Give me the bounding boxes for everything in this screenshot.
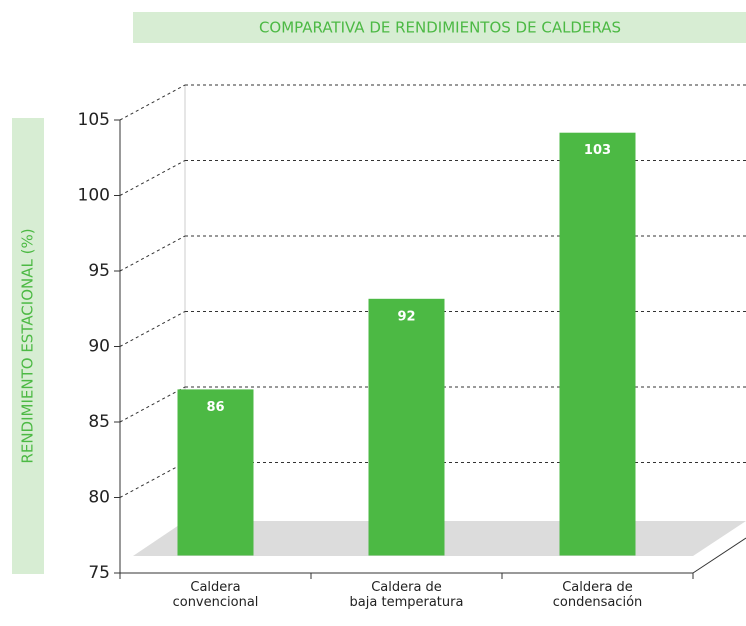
x-tick-label: Caldera de baja temperatura [349, 580, 464, 610]
y-tick-label: 95 [88, 261, 110, 281]
value-label: 92 [397, 309, 415, 324]
y-axis-label: RENDIMIENTO ESTACIONAL (%) [19, 228, 37, 463]
y-tick-label: 100 [78, 186, 110, 206]
value-label: 86 [206, 400, 224, 415]
grid-depth [119, 160, 186, 196]
grid-depth [119, 235, 186, 272]
x-tick-label: Caldera de condensación [552, 580, 643, 610]
grid-depth [119, 462, 186, 498]
title-box [133, 12, 746, 43]
y-tick-label: 90 [88, 337, 110, 357]
grid-depth [119, 84, 186, 121]
bar [559, 132, 636, 556]
value-label: 103 [584, 143, 611, 158]
x-tick-label: Caldera convencional [172, 580, 259, 610]
y-tick-label: 80 [88, 488, 110, 508]
y-tick-label: 75 [88, 563, 110, 583]
y-label-box [12, 118, 44, 574]
chart-title: COMPARATIVA DE RENDIMIENTOS DE CALDERAS [259, 19, 621, 37]
grid-depth [119, 311, 186, 347]
x-axis-depth [692, 537, 746, 574]
bar [177, 389, 254, 556]
bar [368, 298, 445, 556]
grid-depth [119, 386, 186, 423]
y-tick-label: 85 [88, 412, 110, 432]
y-tick-label: 105 [78, 110, 110, 130]
